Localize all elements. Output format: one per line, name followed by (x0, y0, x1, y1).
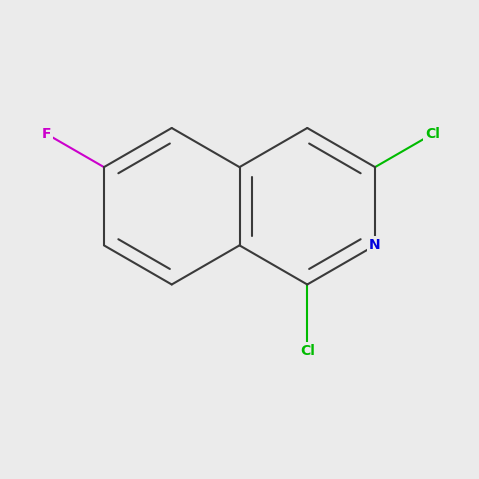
Text: Cl: Cl (300, 344, 315, 358)
Text: F: F (42, 127, 51, 141)
Text: N: N (369, 239, 381, 252)
Text: Cl: Cl (425, 127, 440, 141)
